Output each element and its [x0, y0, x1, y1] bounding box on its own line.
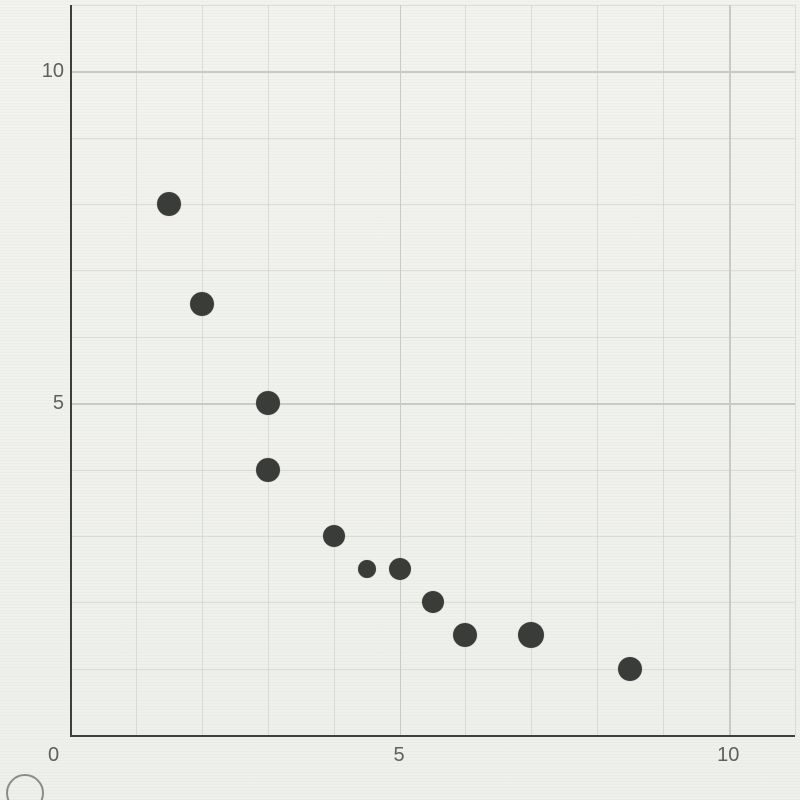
- grid-major-h: [70, 403, 795, 405]
- scatter-point: [157, 192, 181, 216]
- scatter-point: [518, 622, 544, 648]
- y-tick-label: 5: [53, 393, 64, 413]
- grid-minor-v: [597, 5, 598, 735]
- grid-minor-h: [70, 270, 795, 271]
- origin-label: 0: [48, 745, 59, 765]
- scatter-chart: 5 10 0 5 10: [0, 0, 800, 800]
- grid-minor-v: [795, 5, 796, 735]
- grid-minor-h: [70, 470, 795, 471]
- scatter-point: [453, 623, 477, 647]
- grid-major-v: [729, 5, 731, 735]
- scatter-point: [358, 560, 376, 578]
- grid-minor-h: [70, 536, 795, 537]
- grid-minor-v: [268, 5, 269, 735]
- grid-minor-h: [70, 669, 795, 670]
- grid-minor-v: [334, 5, 335, 735]
- scatter-point: [323, 525, 345, 547]
- x-tick-label: 5: [394, 745, 405, 765]
- grid-minor-v: [136, 5, 137, 735]
- y-tick-label: 10: [42, 61, 64, 81]
- grid-major-h: [70, 71, 795, 73]
- grid-minor-v: [663, 5, 664, 735]
- scatter-point: [422, 591, 444, 613]
- x-axis: [70, 735, 795, 737]
- grid-minor-v: [202, 5, 203, 735]
- screenshot-surface: 5 10 0 5 10: [0, 0, 800, 800]
- scatter-point: [256, 458, 280, 482]
- grid-major-v: [400, 5, 402, 735]
- y-axis: [70, 5, 72, 735]
- grid-minor-h: [70, 138, 795, 139]
- scatter-point: [389, 558, 411, 580]
- x-tick-label: 10: [717, 745, 739, 765]
- scatter-point: [618, 657, 642, 681]
- scatter-point: [190, 292, 214, 316]
- grid-minor-h: [70, 337, 795, 338]
- scatter-point: [256, 391, 280, 415]
- grid-minor-h: [70, 5, 795, 6]
